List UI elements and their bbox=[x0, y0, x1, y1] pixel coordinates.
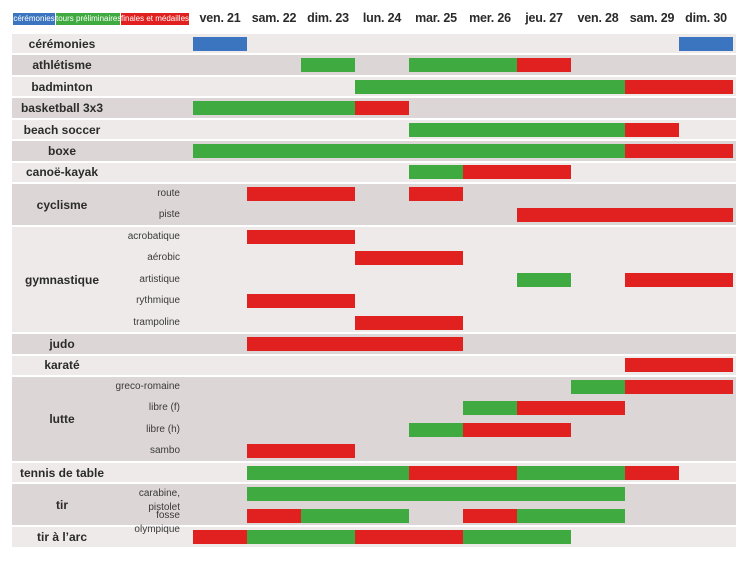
bar-tennis-de-table-0 bbox=[247, 465, 409, 480]
event-label-acrobatique: acrobatique bbox=[127, 230, 180, 242]
sport-label-gymnastique: gymnastique bbox=[24, 272, 99, 287]
sport-label-tir-a-l-arc: tir à l’arc bbox=[36, 530, 88, 545]
event-label-artistique: artistique bbox=[139, 273, 180, 285]
sport-label-tir: tir bbox=[56, 497, 68, 512]
day-label-ven-21: ven. 21 bbox=[199, 11, 241, 25]
bar-cyclisme-route-0 bbox=[247, 186, 355, 201]
bar-tennis-de-table-2 bbox=[517, 465, 625, 480]
bar-gymnastique-artistique-0 bbox=[517, 272, 571, 287]
event-label-piste: piste bbox=[158, 209, 180, 221]
bar-cyclisme-piste-0 bbox=[517, 208, 733, 223]
day-label-mar-25: mar. 25 bbox=[415, 11, 457, 25]
bar-athletisme-1 bbox=[409, 58, 517, 73]
bar-lutte-libre-f-0 bbox=[463, 401, 517, 416]
legend-ceremonies: cérémonies bbox=[13, 13, 55, 25]
row-band-karate bbox=[12, 355, 736, 376]
bar-tir-a-l-arc-3 bbox=[463, 530, 571, 545]
event-label-libre-h: libre (h) bbox=[146, 423, 180, 435]
sport-label-judo: judo bbox=[49, 337, 75, 352]
bar-tir-fosse-olympique-3 bbox=[517, 508, 625, 523]
sport-label-beach-soccer: beach soccer bbox=[23, 122, 101, 137]
legend-finals-medals: finales et médailles bbox=[121, 13, 189, 25]
day-label-mer-26: mer. 26 bbox=[469, 11, 511, 25]
bar-lutte-libre-h-0 bbox=[409, 422, 463, 437]
bar-beach-soccer-0 bbox=[409, 122, 625, 137]
day-label-sam-22: sam. 22 bbox=[251, 11, 297, 25]
bar-badminton-0 bbox=[355, 79, 625, 94]
sport-label-cyclisme: cyclisme bbox=[36, 197, 88, 212]
bar-boxe-1 bbox=[571, 143, 625, 158]
bar-tir-fosse-olympique-1 bbox=[301, 508, 409, 523]
bar-lutte-libre-f-1 bbox=[517, 401, 625, 416]
bar-beach-soccer-1 bbox=[625, 122, 679, 137]
bar-karate-0 bbox=[625, 358, 733, 373]
bar-tennis-de-table-3 bbox=[625, 465, 679, 480]
sport-label-basketball-3x3: basketball 3x3 bbox=[20, 101, 104, 116]
sport-label-badminton: badminton bbox=[31, 79, 93, 94]
bar-athletisme-2 bbox=[517, 58, 571, 73]
bar-gymnastique-acrobatique-0 bbox=[247, 229, 355, 244]
row-band-canoe-kayak bbox=[12, 162, 736, 183]
bar-basketball-3x3-0 bbox=[193, 101, 355, 116]
event-label-route: route bbox=[157, 187, 180, 199]
bar-lutte-greco-romaine-1 bbox=[625, 379, 733, 394]
bar-tennis-de-table-1 bbox=[409, 465, 517, 480]
bar-lutte-sambo-0 bbox=[247, 444, 355, 459]
row-band-athletisme bbox=[12, 55, 736, 75]
legend-preliminary-rounds: tours préliminaires bbox=[56, 13, 120, 25]
bar-lutte-libre-h-1 bbox=[463, 422, 571, 437]
bar-tir-a-l-arc-2 bbox=[355, 530, 463, 545]
bar-tir-carabine-pistolet-0 bbox=[247, 487, 625, 502]
bar-gymnastique-aerobic-0 bbox=[355, 251, 463, 266]
bar-lutte-greco-romaine-0 bbox=[571, 379, 625, 394]
bar-gymnastique-trampoline-0 bbox=[355, 315, 463, 330]
day-label-sam-29: sam. 29 bbox=[629, 11, 675, 25]
event-label-sambo: sambo bbox=[149, 445, 180, 457]
day-label-lun-24: lun. 24 bbox=[362, 11, 402, 25]
bar-canoe-kayak-0 bbox=[409, 165, 463, 180]
bar-cyclisme-route-1 bbox=[409, 186, 463, 201]
bar-tir-a-l-arc-0 bbox=[193, 530, 247, 545]
sport-label-athletisme: athlétisme bbox=[32, 58, 92, 73]
sport-label-ceremonies: cérémonies bbox=[28, 36, 96, 51]
event-label-libre-f: libre (f) bbox=[148, 402, 180, 414]
day-label-jeu-27: jeu. 27 bbox=[525, 11, 563, 25]
event-label-carabine-pistolet: carabine, pistolet bbox=[138, 488, 180, 514]
sport-label-tennis-de-table: tennis de table bbox=[19, 465, 105, 480]
event-label-trampoline: trampoline bbox=[133, 316, 180, 328]
bar-ceremonies-1 bbox=[679, 36, 733, 51]
bar-tir-fosse-olympique-0 bbox=[247, 508, 301, 523]
day-label-dim-30: dim. 30 bbox=[685, 11, 727, 25]
event-label-aerobic: aérobic bbox=[147, 252, 180, 264]
sport-label-boxe: boxe bbox=[47, 143, 76, 158]
bar-canoe-kayak-1 bbox=[463, 165, 571, 180]
bar-gymnastique-artistique-1 bbox=[625, 272, 733, 287]
bar-boxe-2 bbox=[625, 143, 733, 158]
bar-tir-a-l-arc-1 bbox=[247, 530, 355, 545]
bar-badminton-1 bbox=[625, 79, 733, 94]
sport-label-lutte: lutte bbox=[49, 412, 75, 427]
bar-boxe-0 bbox=[193, 143, 571, 158]
sport-label-karate: karaté bbox=[44, 358, 80, 373]
bar-athletisme-0 bbox=[301, 58, 355, 73]
sport-label-canoe-kayak: canoë-kayak bbox=[25, 165, 99, 180]
event-label-greco-romaine: greco-romaine bbox=[115, 380, 180, 392]
event-label-fosse-olympique: fosse olympique bbox=[134, 509, 180, 535]
event-label-rythmique: rythmique bbox=[136, 295, 180, 307]
row-band-ceremonies bbox=[12, 34, 736, 54]
row-band-gymnastique bbox=[12, 227, 736, 333]
bar-ceremonies-0 bbox=[193, 36, 247, 51]
day-label-ven-28: ven. 28 bbox=[577, 11, 619, 25]
bar-basketball-3x3-1 bbox=[355, 101, 409, 116]
day-label-dim-23: dim. 23 bbox=[307, 11, 349, 25]
bar-tir-fosse-olympique-2 bbox=[463, 508, 517, 523]
bar-judo-0 bbox=[247, 337, 463, 352]
bar-gymnastique-rythmique-0 bbox=[247, 294, 355, 309]
